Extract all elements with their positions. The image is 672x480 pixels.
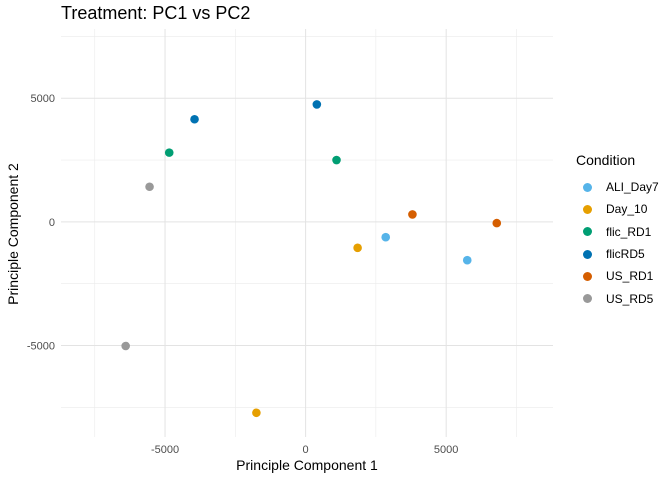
x-tick-label: -5000 [151,444,179,456]
legend-label: ALI_Day7 [606,180,659,195]
data-point-flic_RD1 [164,148,174,157]
legend-marker [583,249,592,259]
y-axis-label: Principle Component 2 [5,163,21,305]
data-point-US_RD5 [145,182,154,192]
data-point-flic_RD1 [332,155,341,165]
data-point-ALI_Day7 [462,255,472,265]
data-point-US_RD1 [408,210,417,219]
data-point-Day_10 [353,243,362,253]
legend-label: Day_10 [606,202,648,217]
major-grid [61,29,553,437]
legend-label: flicRD5 [606,247,645,262]
data-point-US_RD1 [492,218,502,228]
legend-title: Condition [576,152,636,168]
legend-item-Day_10: Day_10 [576,198,659,220]
y-tick-label: -5000 [27,341,55,353]
x-tick-label: 0 [303,444,309,456]
data-point-flicRD5 [312,100,322,109]
legend-item-flicRD5: flicRD5 [576,243,659,265]
legend-label: US_RD5 [606,291,654,306]
legend: Condition ALI_Day7 Day_10 flic_RD1 flicRD5 U… [576,152,659,310]
data-point-US_RD5 [121,341,130,351]
x-tick-labels: -5000 0 5000 [151,444,458,456]
chart-title: Treatment: PC1 vs PC2 [61,3,251,23]
data-points [121,100,502,418]
legend-item-US_RD5: US_RD5 [576,287,659,309]
data-point-Day_10 [252,408,261,418]
y-tick-label: 0 [49,217,55,229]
legend-marker [583,227,592,237]
legend-marker [583,204,592,214]
x-tick-label: 5000 [434,444,458,456]
minor-grid [61,29,553,437]
legend-marker [583,182,592,192]
legend-marker [583,271,592,281]
legend-marker [583,294,592,304]
data-point-flicRD5 [190,114,199,124]
y-tick-labels: -5000 0 5000 [27,93,55,352]
legend-label: flic_RD1 [606,224,652,239]
data-point-ALI_Day7 [381,232,391,242]
legend-item-ALI_Day7: ALI_Day7 [576,176,659,198]
legend-item-US_RD1: US_RD1 [576,265,659,287]
legend-label: US_RD1 [606,269,654,284]
legend-item-flic_RD1: flic_RD1 [576,221,659,243]
y-tick-label: 5000 [31,93,55,105]
x-axis-label: Principle Component 1 [236,457,378,473]
